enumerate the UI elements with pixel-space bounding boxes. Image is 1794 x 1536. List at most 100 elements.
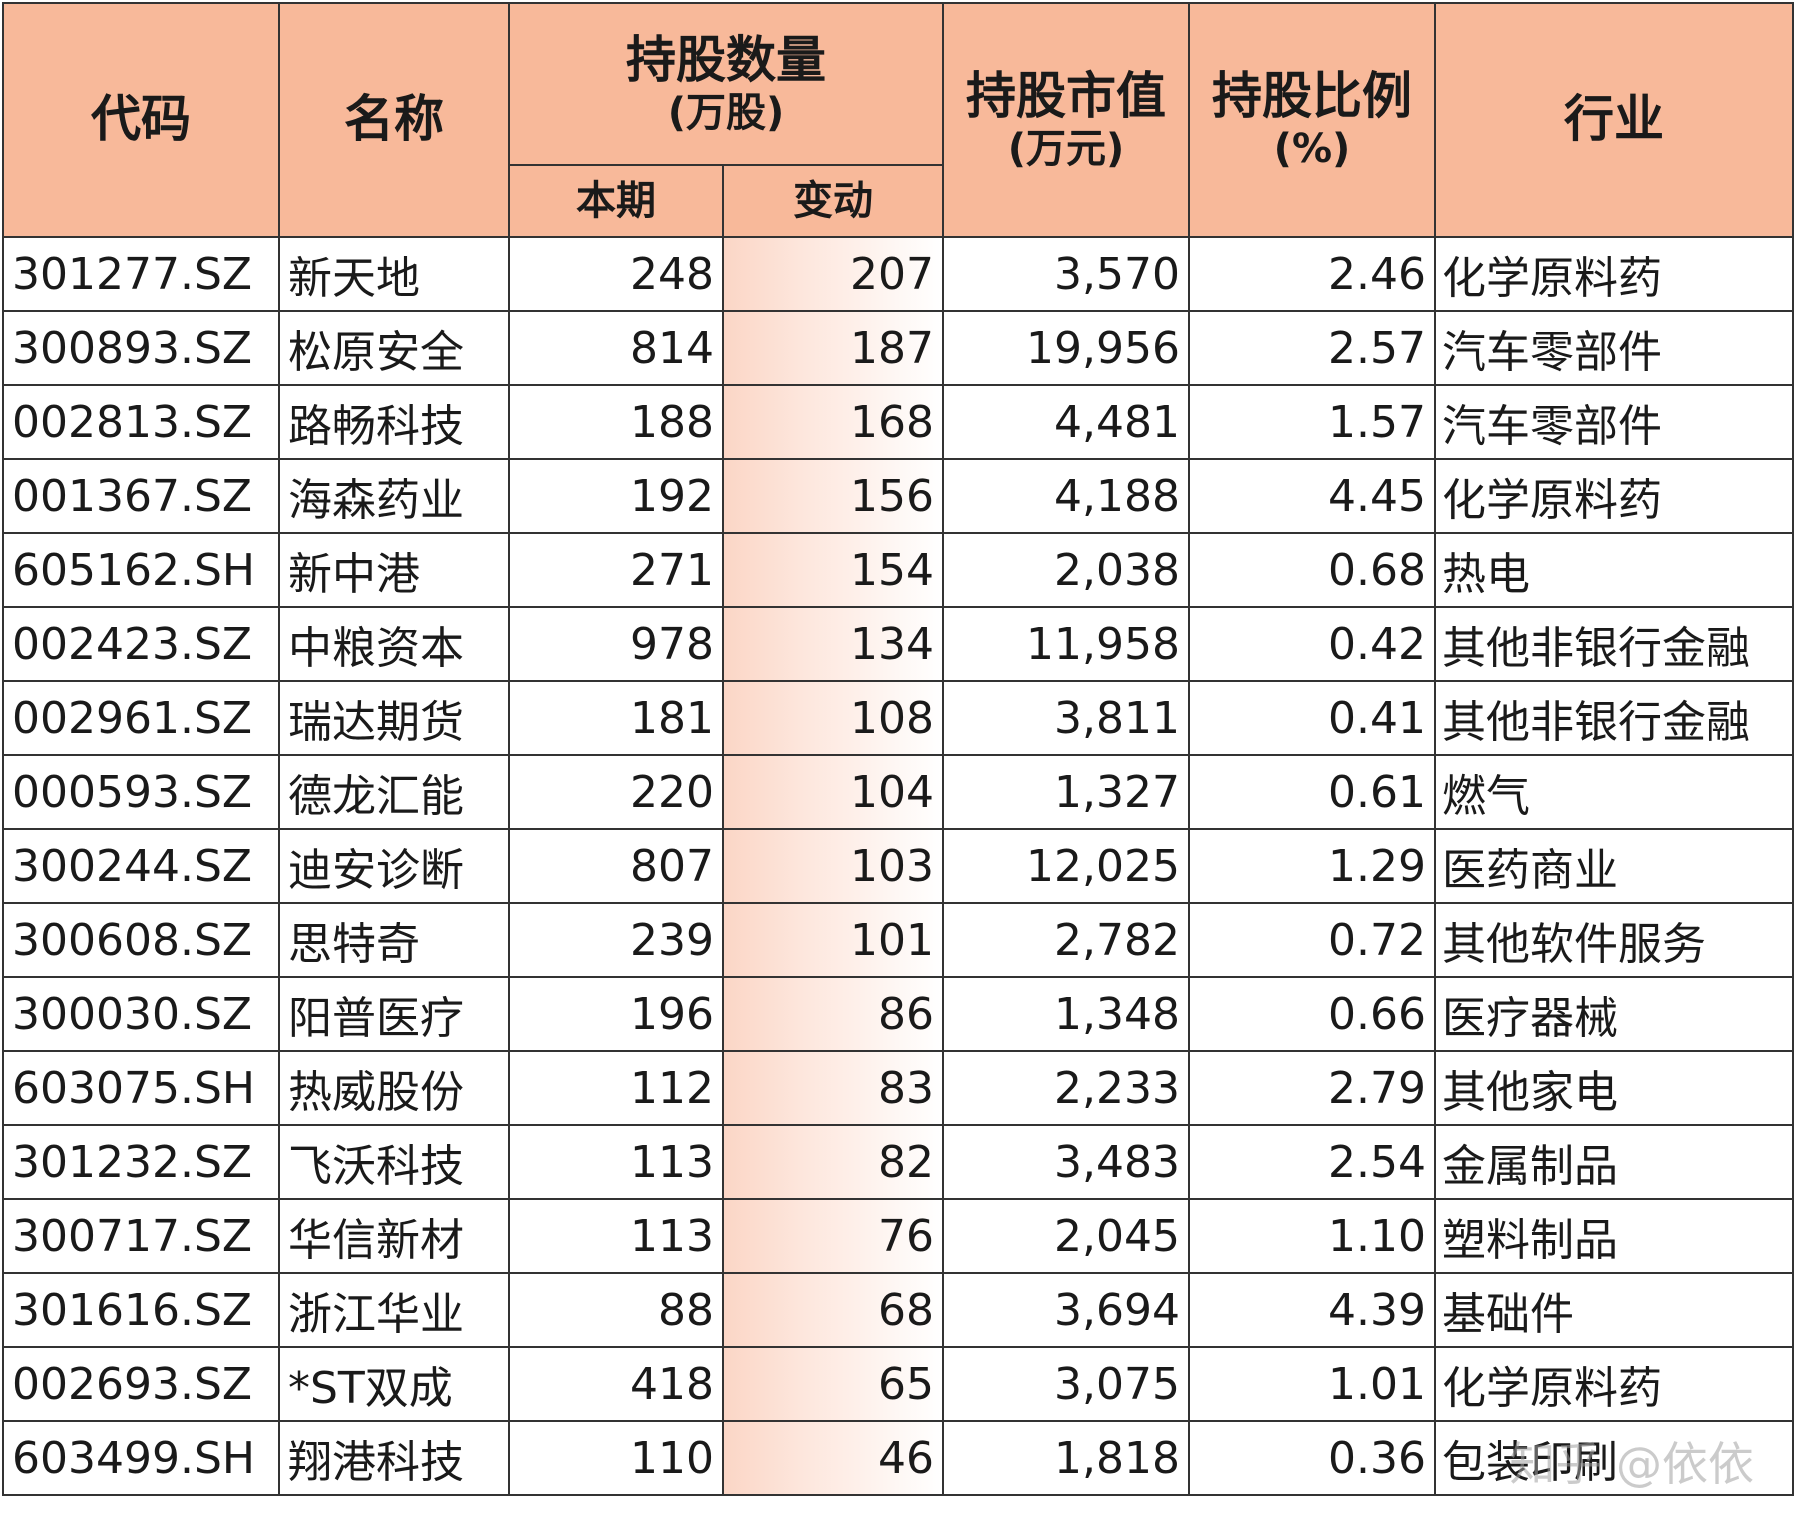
cell-industry: 其他家电	[1434, 1050, 1794, 1126]
cell-name: 飞沃科技	[278, 1124, 510, 1200]
table-row: 002423.SZ 中粮资本 978 134 11,958 0.42 其他非银行金融	[2, 606, 1794, 682]
cell-industry: 包装印刷	[1434, 1420, 1794, 1496]
cell-change: 46	[722, 1420, 944, 1496]
cell-industry: 其他非银行金融	[1434, 606, 1794, 682]
cell-current: 418	[508, 1346, 724, 1422]
table-row: 300608.SZ 思特奇 239 101 2,782 0.72 其他软件服务	[2, 902, 1794, 978]
cell-name: 华信新材	[278, 1198, 510, 1274]
cell-current: 196	[508, 976, 724, 1052]
cell-change: 83	[722, 1050, 944, 1126]
cell-ratio: 2.54	[1188, 1124, 1436, 1200]
cell-current: 192	[508, 458, 724, 534]
cell-code: 300608.SZ	[2, 902, 280, 978]
table-row: 300244.SZ 迪安诊断 807 103 12,025 1.29 医药商业	[2, 828, 1794, 904]
cell-code: 603075.SH	[2, 1050, 280, 1126]
cell-industry: 基础件	[1434, 1272, 1794, 1348]
cell-market-value: 3,483	[942, 1124, 1190, 1200]
cell-ratio: 2.46	[1188, 236, 1436, 312]
table-row: 002693.SZ *ST双成 418 65 3,075 1.01 化学原料药	[2, 1346, 1794, 1422]
cell-code: 001367.SZ	[2, 458, 280, 534]
table-row: 000593.SZ 德龙汇能 220 104 1,327 0.61 燃气	[2, 754, 1794, 830]
cell-industry: 其他非银行金融	[1434, 680, 1794, 756]
header-ratio-title: 持股比例	[1212, 67, 1412, 126]
cell-change: 82	[722, 1124, 944, 1200]
cell-name: 浙江华业	[278, 1272, 510, 1348]
cell-market-value: 3,694	[942, 1272, 1190, 1348]
cell-code: 000593.SZ	[2, 754, 280, 830]
cell-change: 168	[722, 384, 944, 460]
header-industry: 行业	[1434, 2, 1794, 238]
cell-ratio: 0.61	[1188, 754, 1436, 830]
cell-current: 239	[508, 902, 724, 978]
header-current: 本期	[508, 164, 724, 238]
cell-market-value: 2,233	[942, 1050, 1190, 1126]
cell-code: 002423.SZ	[2, 606, 280, 682]
cell-current: 271	[508, 532, 724, 608]
cell-change: 103	[722, 828, 944, 904]
cell-name: 德龙汇能	[278, 754, 510, 830]
table-row: 300893.SZ 松原安全 814 187 19,956 2.57 汽车零部件	[2, 310, 1794, 386]
cell-name: 翔港科技	[278, 1420, 510, 1496]
cell-market-value: 4,481	[942, 384, 1190, 460]
cell-current: 112	[508, 1050, 724, 1126]
cell-ratio: 0.36	[1188, 1420, 1436, 1496]
cell-industry: 医疗器械	[1434, 976, 1794, 1052]
cell-market-value: 2,782	[942, 902, 1190, 978]
cell-change: 108	[722, 680, 944, 756]
cell-current: 181	[508, 680, 724, 756]
cell-market-value: 4,188	[942, 458, 1190, 534]
header-ratio-unit: (%)	[1273, 125, 1351, 172]
cell-industry: 金属制品	[1434, 1124, 1794, 1200]
header-market-value-unit: (万元)	[1007, 125, 1125, 172]
header-change: 变动	[722, 164, 944, 238]
cell-ratio: 1.10	[1188, 1198, 1436, 1274]
cell-industry: 热电	[1434, 532, 1794, 608]
cell-change: 101	[722, 902, 944, 978]
cell-market-value: 12,025	[942, 828, 1190, 904]
table-row: 001367.SZ 海森药业 192 156 4,188 4.45 化学原料药	[2, 458, 1794, 534]
cell-name: 中粮资本	[278, 606, 510, 682]
cell-market-value: 1,348	[942, 976, 1190, 1052]
table-row: 002813.SZ 路畅科技 188 168 4,481 1.57 汽车零部件	[2, 384, 1794, 460]
table-row: 603499.SH 翔港科技 110 46 1,818 0.36 包装印刷	[2, 1420, 1794, 1496]
table-row: 605162.SH 新中港 271 154 2,038 0.68 热电	[2, 532, 1794, 608]
header-holdings-qty-unit: (万股)	[667, 89, 785, 136]
cell-current: 188	[508, 384, 724, 460]
cell-ratio: 0.41	[1188, 680, 1436, 756]
cell-industry: 化学原料药	[1434, 236, 1794, 312]
table-row: 002961.SZ 瑞达期货 181 108 3,811 0.41 其他非银行金融	[2, 680, 1794, 756]
cell-name: 新天地	[278, 236, 510, 312]
cell-name: 思特奇	[278, 902, 510, 978]
table-row: 301232.SZ 飞沃科技 113 82 3,483 2.54 金属制品	[2, 1124, 1794, 1200]
cell-current: 113	[508, 1124, 724, 1200]
cell-change: 104	[722, 754, 944, 830]
cell-code: 300717.SZ	[2, 1198, 280, 1274]
table-row: 300717.SZ 华信新材 113 76 2,045 1.10 塑料制品	[2, 1198, 1794, 1274]
cell-current: 110	[508, 1420, 724, 1496]
cell-current: 807	[508, 828, 724, 904]
cell-code: 300030.SZ	[2, 976, 280, 1052]
cell-ratio: 1.57	[1188, 384, 1436, 460]
table-row: 300030.SZ 阳普医疗 196 86 1,348 0.66 医疗器械	[2, 976, 1794, 1052]
cell-code: 002693.SZ	[2, 1346, 280, 1422]
cell-market-value: 19,956	[942, 310, 1190, 386]
cell-market-value: 3,075	[942, 1346, 1190, 1422]
cell-market-value: 1,818	[942, 1420, 1190, 1496]
cell-current: 248	[508, 236, 724, 312]
cell-current: 220	[508, 754, 724, 830]
cell-market-value: 2,045	[942, 1198, 1190, 1274]
cell-industry: 汽车零部件	[1434, 310, 1794, 386]
cell-industry: 汽车零部件	[1434, 384, 1794, 460]
holdings-table: 代码 名称 持股数量 (万股) 持股市值 (万元) 持股比例 (%) 行业 本期…	[2, 2, 1794, 1496]
header-ratio: 持股比例 (%)	[1188, 2, 1436, 238]
cell-industry: 燃气	[1434, 754, 1794, 830]
cell-ratio: 2.79	[1188, 1050, 1436, 1126]
cell-current: 113	[508, 1198, 724, 1274]
cell-ratio: 4.45	[1188, 458, 1436, 534]
header-holdings-qty-title: 持股数量	[626, 31, 826, 90]
cell-current: 814	[508, 310, 724, 386]
cell-name: 新中港	[278, 532, 510, 608]
cell-change: 86	[722, 976, 944, 1052]
header-name: 名称	[278, 2, 510, 238]
cell-code: 002961.SZ	[2, 680, 280, 756]
